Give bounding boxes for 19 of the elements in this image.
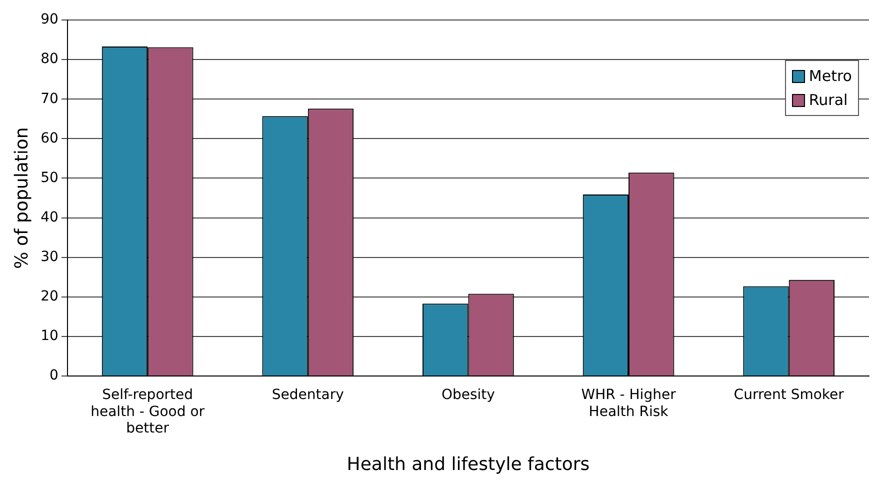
y-tick-label: 40 [40,209,58,226]
y-tick-label: 10 [40,328,58,344]
legend-label: Metro [808,66,852,87]
x-tick-label: WHR - Higher Health Risk [581,387,676,420]
x-tick-label: Current Smoker [734,387,844,404]
y-tick-label: 70 [40,90,58,107]
x-tick-label: Obesity [441,387,495,404]
y-tick-label: 0 [49,368,58,384]
x-tick-label: Self-reported health - Good or better [90,387,205,437]
y-tick-label: 20 [40,288,58,305]
y-axis-title: % of population [11,127,32,269]
x-axis-title: Health and lifestyle factors [346,454,590,475]
legend-label: Rural [808,90,848,111]
y-tick-label: 50 [40,170,58,186]
y-tick-label: 90 [40,12,58,28]
x-tick-label: Sedentary [272,387,344,404]
y-tick-label: 60 [40,130,58,146]
y-tick-label: 30 [40,248,58,265]
y-tick-label: 80 [40,51,58,68]
